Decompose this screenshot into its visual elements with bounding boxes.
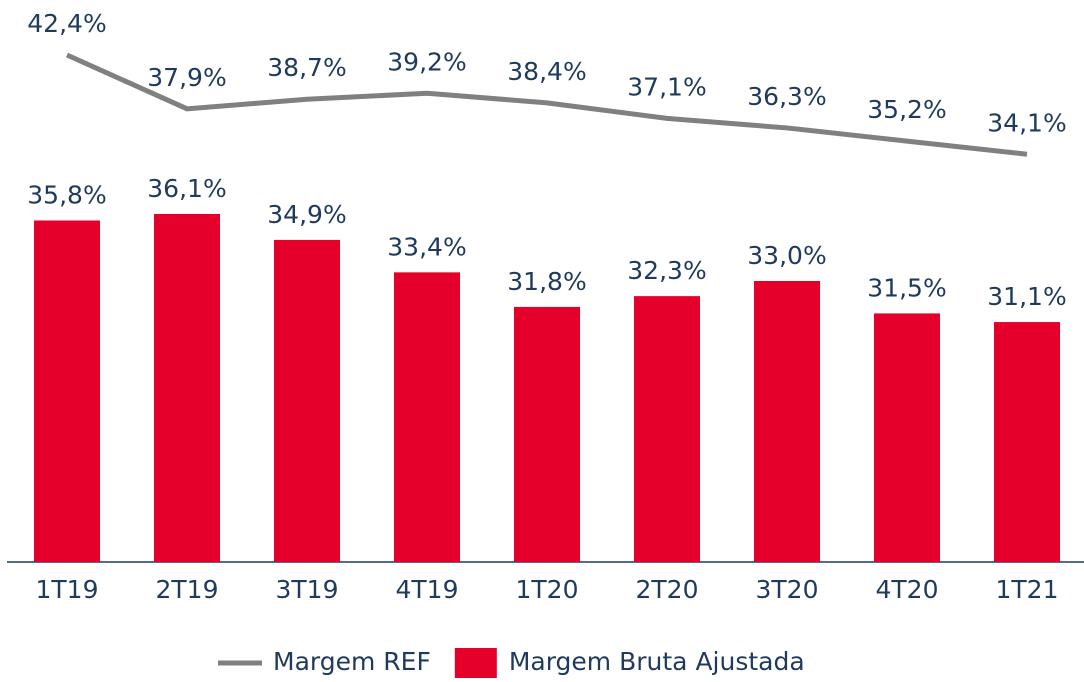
x-tick-label: 4T20 [876,575,939,604]
data-label: 39,2% [387,47,466,76]
legend-swatch [454,648,497,678]
data-label: 31,8% [507,267,586,296]
bar [154,213,220,562]
data-label: 36,3% [747,82,826,111]
data-label: 35,2% [867,95,946,124]
x-tick-label: 2T19 [156,575,219,604]
data-label: 31,5% [867,273,946,302]
data-label: 31,1% [987,282,1066,311]
data-label: 38,7% [267,53,346,82]
legend-label: Margem Bruta Ajustada [509,647,805,676]
bar [34,220,100,562]
data-label: 42,4% [27,9,106,38]
legend-label: Margem REF [273,647,431,676]
x-tick-label: 1T20 [516,575,579,604]
data-label: 34,1% [987,108,1066,137]
x-tick-label: 3T20 [756,575,819,604]
data-label: 37,1% [627,72,706,101]
line [65,52,1028,157]
data-label: 38,4% [507,57,586,86]
data-label: 33,0% [747,241,826,270]
x-tick-label: 3T19 [276,575,339,604]
x-tick-label: 1T21 [996,575,1059,604]
bar [634,296,700,562]
x-tick-label: 4T19 [396,575,459,604]
data-label: 37,9% [147,63,226,92]
x-tick-label: 1T19 [36,575,99,604]
bar [874,313,940,562]
bar [994,322,1060,562]
data-label: 36,1% [147,174,226,203]
data-label: 34,9% [267,200,346,229]
x-tick-label: 2T20 [636,575,699,604]
bar [754,281,820,562]
bar [274,239,340,562]
data-label: 35,8% [27,180,106,209]
data-label: 32,3% [627,256,706,285]
bar [514,306,580,562]
bar [394,272,460,562]
data-label: 33,4% [387,232,466,261]
